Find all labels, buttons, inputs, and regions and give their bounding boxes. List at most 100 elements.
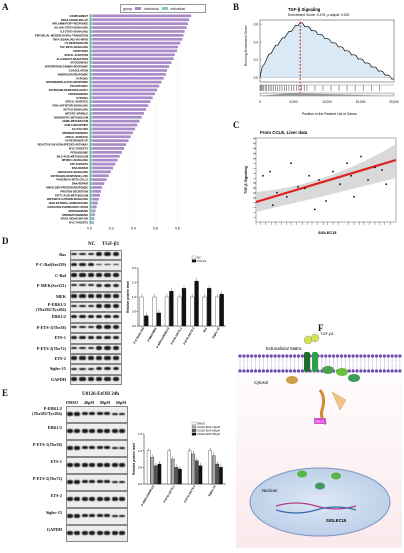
protein-band <box>104 283 111 288</box>
protein-band <box>81 462 88 467</box>
pathway-label: P53-PATHWAY <box>70 84 88 88</box>
panel-e-conditions: DMSO 40μM 80μM 60μM <box>66 400 126 405</box>
pathway-bar <box>90 154 120 158</box>
panel-f-diagram: Extracellular Matrix Cytosol TGF-β1 ERK1… <box>236 331 402 548</box>
pathway-bar <box>90 162 116 166</box>
y-tick-label: 2.0 <box>132 266 137 270</box>
data-bar <box>157 463 162 485</box>
blot-label: ETS-1 <box>54 335 66 341</box>
data-bar <box>202 296 207 327</box>
pathway-baseline-bar <box>90 22 93 25</box>
pathway-baseline-bar <box>90 84 93 88</box>
protein-band <box>79 253 86 256</box>
lipid-head-icon <box>300 369 304 373</box>
pathway-baseline-bar <box>90 57 93 61</box>
pathway-label: DNA-REPAIR <box>72 166 88 170</box>
y-tick-label: 0.2 <box>254 58 259 62</box>
pathway-bar <box>90 30 185 33</box>
protein-band <box>74 411 81 416</box>
protein-band <box>81 445 88 450</box>
pathway-baseline-bar <box>90 115 93 119</box>
protein-band <box>71 367 78 370</box>
panel-d-blots: Ras P-C-Raf(Ser259) C-Raf P-MEK(Ser221) MEK P… <box>10 250 122 388</box>
blot-label: P-ERK1/2 (Thr202/Tyr204) <box>36 302 66 312</box>
x-category-label: P-C-Raf/C-Raf <box>132 326 145 344</box>
ras-icon <box>322 366 334 374</box>
protein-band <box>81 513 88 518</box>
pathway-baseline-bar <box>90 166 93 170</box>
dna-icon <box>275 502 357 510</box>
protein-band <box>119 462 126 467</box>
label-erk: ERK1/2 <box>315 420 324 424</box>
y-tick-label: 1.5 <box>132 281 137 285</box>
pathway-baseline-bar <box>90 34 93 37</box>
pathway-baseline-bar <box>90 76 93 80</box>
scatter-point <box>353 195 355 198</box>
panel-e-bar-chart: 0.0 0.5 1.0 1.5 Relative protein level P-ERK1… <box>132 421 226 507</box>
scatter-point <box>325 200 327 202</box>
legend-swatch <box>191 421 197 425</box>
panel-c-title: From CCLE, Liver data <box>260 130 308 135</box>
pathway-bar <box>90 123 138 127</box>
pathway-baseline-bar <box>90 182 93 185</box>
protein-band <box>71 253 78 256</box>
protein-band <box>112 273 119 277</box>
lipid-head-icon <box>265 369 269 373</box>
data-bar <box>191 453 196 485</box>
protein-band <box>104 263 111 266</box>
protein-band <box>79 273 86 277</box>
lipid-head-icon <box>238 369 242 373</box>
scatter-point <box>262 174 264 177</box>
data-bar <box>190 296 195 327</box>
protein-band <box>96 412 103 415</box>
protein-band <box>111 412 118 415</box>
pathway-label: PROTEIN-SECRETION <box>60 189 88 193</box>
lipid-head-icon <box>339 354 343 358</box>
blot-label: ERK1/2 <box>47 425 62 430</box>
pathway-bar <box>90 158 118 162</box>
pathway-bar <box>90 190 101 193</box>
data-bar <box>187 450 192 485</box>
data-bar <box>169 291 174 327</box>
dna-icon-2 <box>275 506 357 514</box>
x-category-label: Siglec-15 <box>207 484 217 497</box>
blot-label: P-C-Raf(Ser259) <box>36 262 66 268</box>
data-bar <box>156 312 161 327</box>
lipid-head-icon <box>328 354 332 358</box>
protein-band <box>74 479 81 484</box>
protein-band <box>89 513 96 518</box>
lipid-head-icon <box>367 354 371 358</box>
pathway-bar <box>90 45 178 49</box>
protein-band <box>87 335 94 340</box>
pathway-bar <box>90 80 162 84</box>
protein-band <box>96 377 103 381</box>
pathway-label: IL2-STAT5-SIGNALING <box>60 30 88 34</box>
x-tick-label: 15,000 <box>356 100 366 104</box>
pathway-bar <box>90 57 174 61</box>
protein-band <box>79 335 86 340</box>
pathway-baseline-bar <box>90 201 93 205</box>
pathway-baseline-bar <box>90 209 93 213</box>
blot-label: MEK <box>55 293 66 299</box>
protein-band <box>119 514 126 517</box>
lipid-head-icon <box>398 369 402 373</box>
blot-label: P-ETS-2(Thr72) <box>36 345 66 351</box>
label-cytosol: Cytosol <box>254 380 268 385</box>
pathway-bar <box>90 34 184 37</box>
protein-band <box>79 356 86 360</box>
protein-band <box>74 462 81 467</box>
data-bar <box>154 465 158 485</box>
protein-band <box>81 411 88 416</box>
pathway-label: DNA-REPAIR <box>72 182 88 186</box>
receptor-icon <box>304 352 310 372</box>
panel-b: TGF-β Signaling Enrichment Score: 0.475,… <box>238 4 402 119</box>
protein-band <box>104 446 111 449</box>
pathway-bar <box>90 193 100 197</box>
pathway-baseline-bar <box>90 205 93 209</box>
panel-label-f: F <box>318 323 324 333</box>
protein-band <box>87 294 94 298</box>
pathway-bar <box>90 201 98 205</box>
erk-icon <box>314 418 326 424</box>
protein-band <box>79 325 86 329</box>
panel-e-title: U0126-EtOH 24h <box>82 392 120 397</box>
